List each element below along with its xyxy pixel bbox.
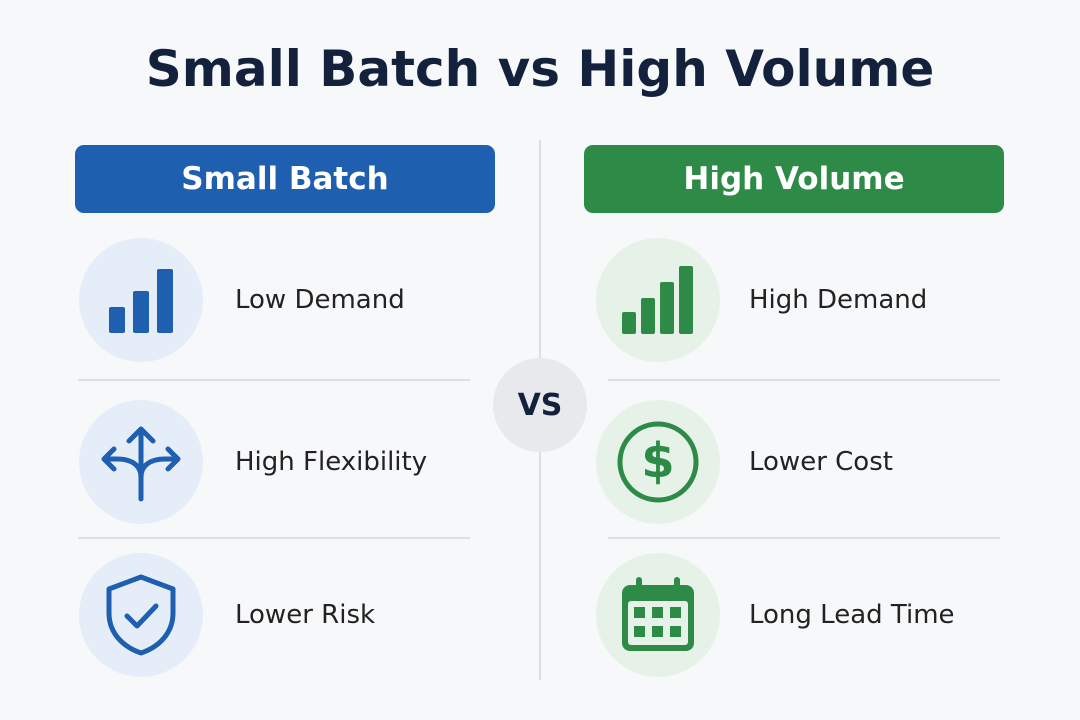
icon-shield [79,553,203,677]
icon-bars [596,238,720,362]
row-divider [608,537,1000,539]
icon-calendar [596,553,720,677]
icon-dollar: $ [596,400,720,524]
item-label: High Demand [749,285,928,315]
vs-badge: VS [493,358,587,452]
row-divider [78,379,470,381]
right-header: High Volume [584,145,1004,213]
item-label: Lower Risk [235,600,376,630]
item-label: Low Demand [235,285,405,315]
item-label: High Flexibility [235,447,428,477]
left-header: Small Batch [75,145,495,213]
icon-bars [79,238,203,362]
title: Small Batch vs High Volume [145,40,935,98]
svg-text:$: $ [641,433,674,489]
row-divider [78,537,470,539]
item-label: Long Lead Time [749,600,955,630]
icon-arrows [79,400,203,524]
row-divider [608,379,1000,381]
item-label: Lower Cost [749,447,893,477]
